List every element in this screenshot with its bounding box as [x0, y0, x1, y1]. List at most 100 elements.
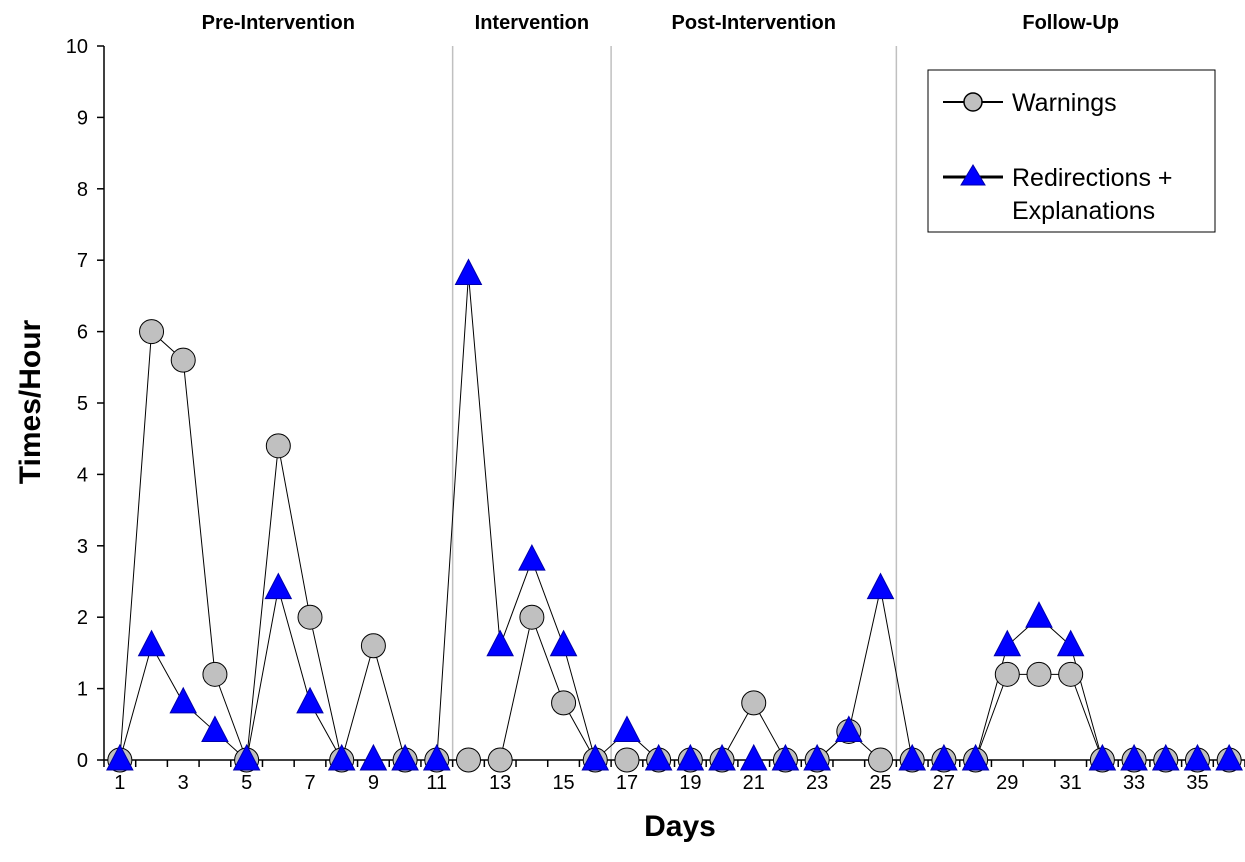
- redirections-series-line: [119, 274, 1230, 761]
- redirections-point: [581, 743, 610, 771]
- y-tick-label: 3: [77, 536, 88, 558]
- warnings-point: [551, 690, 577, 716]
- redirections-point: [771, 743, 800, 771]
- warnings-point: [868, 747, 894, 773]
- redirections-point: [1056, 629, 1085, 657]
- warnings-point: [202, 661, 228, 687]
- x-tick-label: 21: [743, 772, 765, 794]
- redirections-point: [1088, 743, 1117, 771]
- redirections-point: [391, 743, 419, 771]
- phase-dividers: [451, 46, 898, 760]
- x-tick-label: 25: [869, 772, 891, 794]
- y-tick-label: 9: [77, 107, 88, 129]
- x-tick-label: 9: [368, 772, 379, 794]
- redirections-point: [106, 743, 134, 771]
- y-tick-label: 5: [77, 393, 88, 415]
- x-tick-label: 29: [996, 772, 1018, 794]
- y-axis-title: Times/Hour: [14, 319, 47, 484]
- x-axis-title: Days: [644, 810, 716, 843]
- legend-warnings-label: Warnings: [1012, 89, 1117, 117]
- x-tick-label: 5: [241, 772, 252, 794]
- redirections-point: [137, 629, 166, 657]
- redirections-point: [898, 743, 927, 771]
- x-tick-label: 1: [114, 772, 125, 794]
- redirections-point: [549, 629, 578, 657]
- redirections-point: [739, 743, 768, 771]
- redirections-point: [1120, 743, 1148, 771]
- warnings-point: [487, 747, 513, 773]
- redirections-point: [327, 743, 356, 771]
- y-tick-label: 7: [77, 250, 88, 272]
- x-tick-label: 35: [1186, 772, 1208, 794]
- y-tick-label: 1: [77, 679, 88, 701]
- legend-redirections-marker: [960, 164, 986, 186]
- warnings-point: [1058, 661, 1084, 687]
- redirections-point: [961, 743, 990, 771]
- redirections-point: [201, 715, 229, 742]
- phase-label: Intervention: [475, 12, 589, 34]
- redirections-point: [264, 572, 293, 600]
- redirections-point: [708, 743, 736, 771]
- x-tick-label: 33: [1123, 772, 1145, 794]
- y-tick-label: 10: [66, 36, 88, 58]
- redirections-point: [486, 629, 515, 657]
- warnings-point: [614, 747, 640, 773]
- redirections-point: [359, 743, 388, 771]
- redirections-point: [1183, 743, 1212, 771]
- warnings-point: [741, 690, 767, 716]
- legend-redirections-label-line2: Explanations: [1012, 197, 1155, 225]
- legend: Warnings Redirections + Explanations: [927, 69, 1216, 233]
- series-markers: [106, 258, 1243, 773]
- redirections-point: [834, 715, 863, 742]
- redirections-point: [1215, 743, 1243, 771]
- warnings-point: [360, 633, 386, 659]
- warnings-point: [170, 347, 196, 373]
- warnings-point: [1026, 661, 1052, 687]
- redirections-point: [518, 543, 546, 571]
- legend-redirections-label-line1: Redirections +: [1012, 164, 1173, 192]
- warnings-point: [519, 604, 545, 630]
- x-tick-label: 27: [933, 772, 955, 794]
- x-tick-label: 31: [1060, 772, 1082, 794]
- legend-warnings-marker: [963, 92, 983, 112]
- x-tick-label: 23: [806, 772, 828, 794]
- y-tick-label: 4: [77, 464, 88, 486]
- warnings-point: [297, 604, 323, 630]
- redirections-point: [613, 715, 641, 742]
- phase-label: Pre-Intervention: [202, 12, 355, 34]
- warnings-point: [139, 319, 165, 345]
- warnings-point: [994, 661, 1020, 687]
- phase-label: Follow-Up: [1022, 12, 1119, 34]
- x-axis-ticks: 1 3 5 7 9 11 13 15 17 19 21 23 25 27 29 31 33 35: [103, 760, 1245, 794]
- phase-label: Post-Intervention: [672, 12, 836, 34]
- y-tick-label: 2: [77, 607, 88, 629]
- redirections-point: [296, 686, 324, 714]
- redirections-point: [169, 686, 198, 714]
- y-tick-label: 6: [77, 322, 88, 344]
- x-tick-label: 17: [616, 772, 638, 794]
- redirections-point: [803, 743, 831, 771]
- redirections-point: [232, 743, 261, 771]
- y-tick-label: 0: [77, 750, 88, 772]
- x-tick-label: 19: [679, 772, 701, 794]
- redirections-point: [930, 743, 958, 771]
- redirections-point: [866, 572, 895, 600]
- x-tick-label: 15: [552, 772, 574, 794]
- series-lines: [119, 274, 1230, 761]
- y-axis-ticks: 0 1 2 3 4 5 6 7 8 9 10: [66, 36, 104, 772]
- redirections-point: [644, 743, 673, 771]
- warnings-point: [265, 433, 291, 459]
- x-tick-label: 7: [304, 772, 315, 794]
- warnings-point: [455, 747, 481, 773]
- redirections-point: [422, 743, 451, 771]
- y-tick-label: 8: [77, 179, 88, 201]
- x-tick-label: 13: [489, 772, 511, 794]
- redirections-point: [1025, 601, 1053, 628]
- redirections-point: [676, 743, 705, 771]
- redirections-point: [1151, 743, 1180, 771]
- x-tick-label: 11: [426, 772, 447, 794]
- phase-labels: Pre-Intervention Intervention Post-Interve…: [202, 12, 1119, 34]
- redirections-point: [993, 629, 1022, 657]
- redirections-point: [454, 258, 483, 285]
